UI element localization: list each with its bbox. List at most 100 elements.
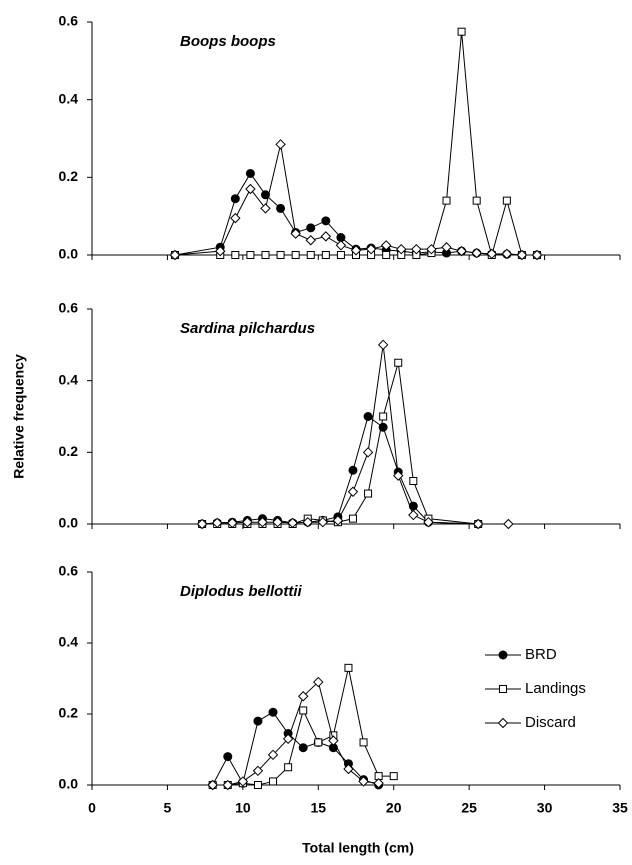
series-line bbox=[202, 344, 509, 525]
marker bbox=[222, 779, 233, 791]
y-tick-label: 0.0 bbox=[59, 246, 79, 262]
marker bbox=[380, 240, 392, 251]
y-tick-label: 0.4 bbox=[59, 634, 79, 650]
marker bbox=[314, 738, 323, 747]
marker bbox=[343, 763, 354, 775]
legend-label: Landings bbox=[525, 680, 586, 697]
marker bbox=[359, 738, 368, 747]
marker bbox=[472, 518, 484, 530]
legend-label: Discard bbox=[525, 714, 576, 731]
marker bbox=[321, 251, 330, 259]
marker bbox=[306, 223, 316, 233]
x-tick-label: 20 bbox=[386, 800, 402, 816]
marker bbox=[350, 245, 362, 256]
marker bbox=[423, 517, 434, 528]
marker bbox=[358, 776, 369, 787]
marker bbox=[290, 228, 301, 239]
marker bbox=[328, 735, 339, 746]
marker bbox=[332, 515, 344, 526]
marker bbox=[313, 676, 324, 688]
marker bbox=[516, 249, 528, 261]
marker bbox=[305, 235, 316, 246]
series-line bbox=[174, 31, 538, 257]
marker bbox=[260, 203, 271, 214]
marker bbox=[231, 251, 240, 259]
marker bbox=[245, 168, 255, 178]
marker bbox=[382, 251, 391, 259]
y-tick-label: 0.6 bbox=[59, 563, 79, 579]
marker bbox=[169, 249, 181, 261]
marker bbox=[276, 251, 285, 259]
marker bbox=[348, 514, 357, 523]
marker bbox=[344, 663, 353, 672]
marker bbox=[472, 196, 481, 205]
x-tick-label: 25 bbox=[461, 800, 477, 816]
marker bbox=[321, 216, 331, 226]
marker bbox=[302, 517, 313, 528]
y-tick-label: 0.6 bbox=[59, 13, 79, 29]
marker bbox=[503, 518, 514, 530]
marker bbox=[230, 194, 240, 204]
marker bbox=[297, 691, 309, 702]
marker bbox=[501, 248, 513, 260]
legend-label: BRD bbox=[525, 646, 557, 663]
marker bbox=[306, 251, 315, 259]
series-line bbox=[174, 172, 538, 256]
marker bbox=[269, 777, 278, 786]
marker bbox=[499, 685, 507, 693]
y-tick-label: 0.2 bbox=[59, 443, 79, 459]
panel-title: Diplodus bellottii bbox=[180, 583, 302, 600]
marker bbox=[379, 412, 388, 421]
marker bbox=[253, 716, 263, 726]
series-line bbox=[212, 667, 394, 786]
marker bbox=[242, 517, 253, 528]
series-line bbox=[202, 362, 479, 525]
marker bbox=[441, 242, 452, 253]
marker bbox=[267, 749, 279, 761]
marker bbox=[394, 358, 403, 367]
marker bbox=[457, 27, 466, 36]
marker bbox=[409, 477, 418, 485]
x-tick-label: 5 bbox=[164, 800, 172, 816]
marker bbox=[408, 509, 419, 521]
series-line bbox=[202, 415, 479, 525]
marker bbox=[498, 650, 508, 660]
series-line bbox=[174, 144, 538, 256]
marker bbox=[299, 706, 308, 715]
marker bbox=[252, 765, 264, 777]
marker bbox=[272, 517, 283, 528]
marker bbox=[237, 776, 249, 787]
marker bbox=[298, 743, 308, 753]
marker bbox=[365, 243, 377, 255]
y-tick-label: 0.4 bbox=[59, 90, 79, 106]
marker bbox=[260, 190, 270, 200]
y-tick-label: 0.4 bbox=[59, 371, 79, 387]
marker bbox=[212, 517, 223, 529]
marker bbox=[456, 245, 467, 257]
y-tick-label: 0.0 bbox=[59, 515, 79, 531]
marker bbox=[291, 251, 300, 259]
marker bbox=[396, 243, 407, 255]
marker bbox=[276, 203, 286, 213]
marker bbox=[502, 196, 511, 205]
marker bbox=[275, 139, 286, 150]
marker bbox=[253, 781, 262, 789]
marker bbox=[393, 470, 404, 481]
panel-title: Boops boops bbox=[180, 33, 276, 50]
marker bbox=[411, 243, 422, 255]
marker bbox=[497, 717, 509, 729]
marker bbox=[227, 517, 238, 529]
marker bbox=[377, 339, 389, 351]
marker bbox=[257, 517, 268, 528]
marker bbox=[335, 240, 347, 251]
x-axis-label: Total length (cm) bbox=[302, 840, 414, 856]
x-tick-label: 30 bbox=[537, 800, 553, 816]
marker bbox=[442, 196, 451, 205]
marker bbox=[471, 247, 482, 259]
x-tick-label: 35 bbox=[612, 800, 628, 816]
marker bbox=[426, 243, 437, 255]
x-tick-label: 10 bbox=[235, 800, 251, 816]
marker bbox=[245, 183, 256, 195]
